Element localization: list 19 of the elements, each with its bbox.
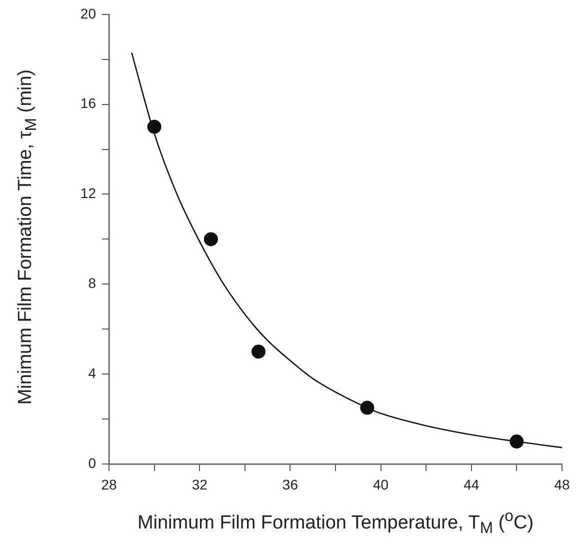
x-tick-label: 28 (101, 476, 117, 492)
y-tick-label: 4 (88, 364, 96, 381)
x-tick-label: 44 (464, 476, 480, 492)
y-tick-label: 20 (80, 5, 96, 22)
x-tick-label: 48 (554, 476, 570, 492)
x-tick-label: 36 (282, 476, 298, 492)
y-tick-label: 16 (80, 95, 96, 112)
point (251, 344, 266, 359)
point (147, 120, 162, 134)
y-tick-label: 8 (88, 275, 96, 292)
x-tick-label: 40 (373, 476, 389, 492)
x-tick-label: 32 (192, 476, 208, 492)
y-tick-label: 0 (88, 454, 96, 471)
point (204, 232, 218, 246)
y-tick-label: 12 (80, 185, 96, 202)
x-axis-title: Minimum Film Formation Temperature, T$_{M}$ ($^{o}$C) (136, 508, 535, 538)
point (360, 400, 374, 415)
line-series (131, 52, 562, 448)
point (510, 434, 524, 449)
